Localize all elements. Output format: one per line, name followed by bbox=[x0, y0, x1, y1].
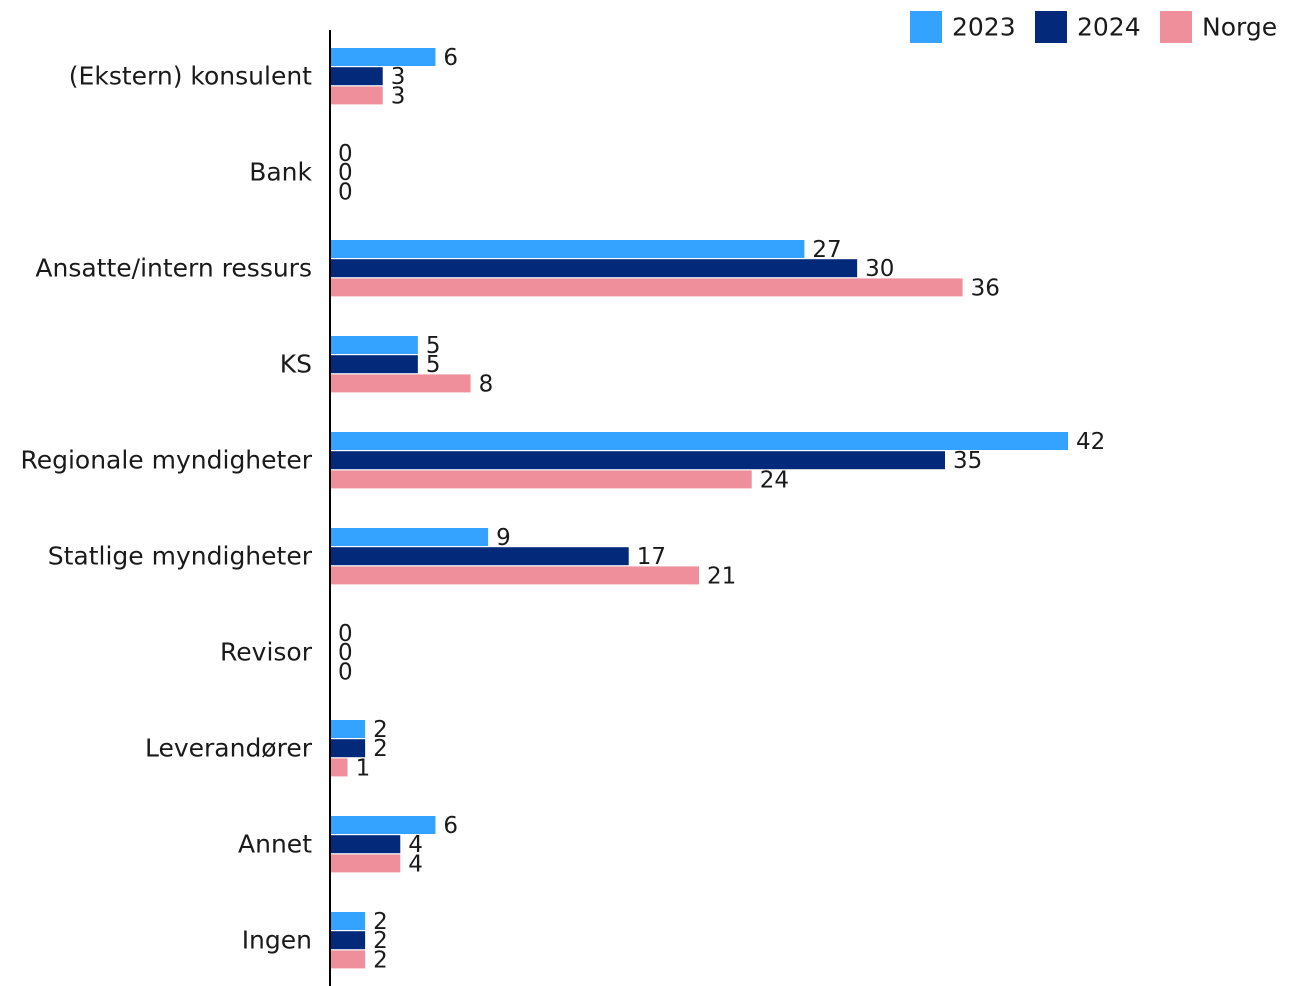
category-label: Revisor bbox=[220, 638, 313, 667]
legend: 2023 2024 Norge bbox=[910, 11, 1277, 43]
data-label: 4 bbox=[408, 832, 423, 858]
category-label: (Ekstern) konsulent bbox=[69, 62, 312, 91]
bar-2023 bbox=[330, 336, 418, 354]
bar-2023 bbox=[330, 912, 366, 930]
data-label: 6 bbox=[443, 45, 458, 71]
bar-2023 bbox=[330, 528, 489, 546]
bar-2024 bbox=[330, 835, 401, 854]
legend-label: 2024 bbox=[1077, 13, 1141, 42]
bar-norge bbox=[330, 470, 752, 489]
bar-2024 bbox=[330, 547, 629, 566]
legend-label: Norge bbox=[1202, 13, 1277, 42]
data-label: 27 bbox=[812, 237, 841, 263]
data-label: 4 bbox=[408, 851, 423, 877]
bar-2024 bbox=[330, 451, 945, 470]
bar-2024 bbox=[330, 259, 858, 278]
bar-norge bbox=[330, 566, 699, 585]
legend-label: 2023 bbox=[952, 13, 1016, 42]
data-label: 2 bbox=[373, 736, 388, 762]
data-label: 30 bbox=[865, 256, 894, 282]
category-label: Annet bbox=[238, 830, 312, 859]
bar-norge bbox=[330, 758, 348, 777]
bar-2023 bbox=[330, 720, 366, 738]
category-label: KS bbox=[280, 350, 312, 379]
category-label: Statlige myndigheter bbox=[48, 542, 313, 571]
data-label: 0 bbox=[338, 659, 353, 685]
bar-2024 bbox=[330, 355, 418, 374]
data-label: 2 bbox=[373, 947, 388, 973]
data-label: 42 bbox=[1076, 429, 1105, 455]
data-label: 8 bbox=[479, 371, 494, 397]
data-label: 17 bbox=[637, 544, 666, 570]
bar-2024 bbox=[330, 67, 383, 86]
data-label: 5 bbox=[426, 352, 441, 378]
bar-norge bbox=[330, 854, 401, 873]
category-labels: (Ekstern) konsulent Bank Ansatte/intern re… bbox=[20, 62, 312, 955]
category-label: Ingen bbox=[242, 926, 312, 955]
bar-2024 bbox=[330, 931, 366, 950]
legend-swatch-2023 bbox=[910, 11, 942, 43]
data-label: 3 bbox=[391, 64, 406, 90]
bar-2023 bbox=[330, 48, 436, 66]
legend-swatch-2024 bbox=[1035, 11, 1067, 43]
bar-norge bbox=[330, 950, 366, 969]
data-label: 35 bbox=[953, 448, 982, 474]
data-label: 2 bbox=[373, 909, 388, 935]
data-label: 2 bbox=[373, 928, 388, 954]
category-label: Ansatte/intern ressurs bbox=[35, 254, 312, 283]
bars bbox=[330, 48, 1068, 969]
data-label: 6 bbox=[443, 813, 458, 839]
category-label: Regionale myndigheter bbox=[20, 446, 312, 475]
data-label: 36 bbox=[971, 275, 1000, 301]
data-label: 0 bbox=[338, 621, 353, 647]
data-label: 2 bbox=[373, 717, 388, 743]
bar-2024 bbox=[330, 739, 366, 758]
bar-2023 bbox=[330, 432, 1068, 450]
data-label: 0 bbox=[338, 640, 353, 666]
data-label: 5 bbox=[426, 333, 441, 359]
data-label: 21 bbox=[707, 563, 736, 589]
bar-norge bbox=[330, 374, 471, 393]
category-label: Bank bbox=[249, 158, 312, 187]
data-label: 0 bbox=[338, 179, 353, 205]
data-label: 24 bbox=[760, 467, 789, 493]
data-label: 0 bbox=[338, 141, 353, 167]
data-label: 0 bbox=[338, 160, 353, 186]
category-label: Leverandører bbox=[145, 734, 313, 763]
bar-norge bbox=[330, 86, 383, 105]
bar-norge bbox=[330, 278, 963, 297]
data-label: 1 bbox=[356, 755, 371, 781]
legend-swatch-norge bbox=[1160, 11, 1192, 43]
bar-2023 bbox=[330, 240, 805, 258]
bar-2023 bbox=[330, 816, 436, 834]
data-label: 9 bbox=[496, 525, 511, 551]
data-label: 3 bbox=[391, 83, 406, 109]
